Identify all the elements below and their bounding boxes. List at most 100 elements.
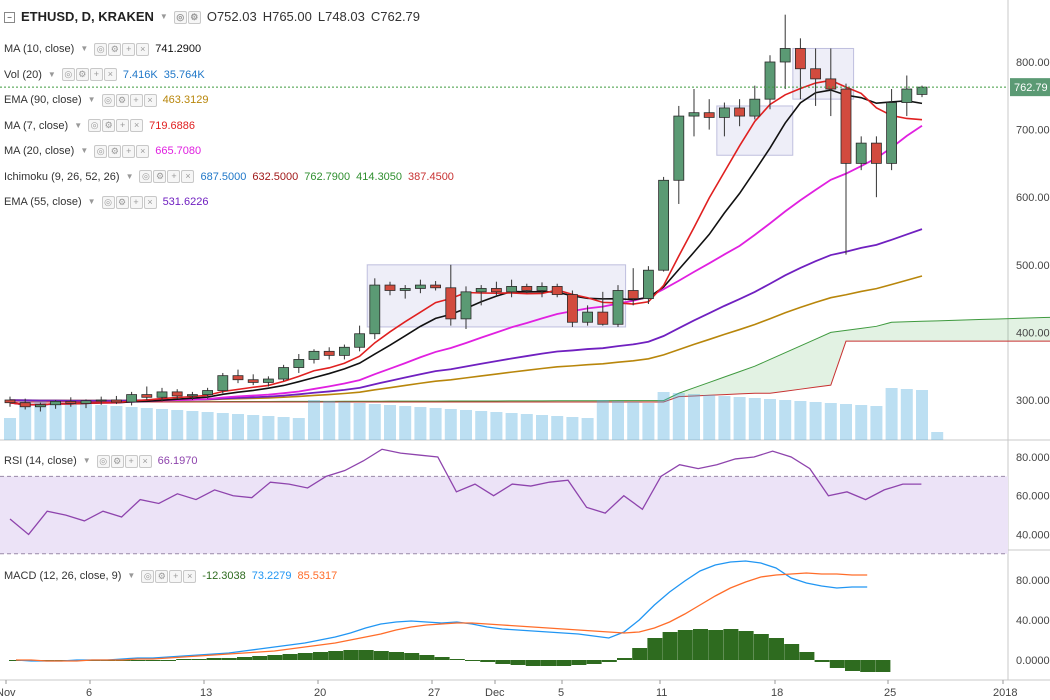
- candle: [536, 286, 548, 291]
- chevron-down-icon[interactable]: ▼: [82, 456, 91, 465]
- indicator-name: MA (20, close): [4, 145, 75, 157]
- price-tick-label: 700.00: [1016, 125, 1050, 137]
- candle: [475, 288, 487, 293]
- indicator-controls[interactable]: ◎ ⚙ + ×: [139, 170, 195, 183]
- macd-hist-bar: [267, 655, 283, 660]
- candle: [80, 400, 92, 404]
- volume-bar: [201, 412, 214, 440]
- macd-hist-bar: [282, 654, 298, 660]
- candle: [612, 290, 624, 325]
- macd-hist-bar: [297, 653, 313, 660]
- rsi-controls[interactable]: ◎ ⚙ + ×: [96, 454, 152, 468]
- candle: [734, 107, 745, 117]
- chevron-down-icon[interactable]: ▼: [47, 69, 56, 79]
- candle: [460, 291, 472, 320]
- volume-bar: [110, 406, 123, 440]
- indicator-value: 719.6886: [149, 119, 195, 132]
- last-price-badge: [1010, 78, 1050, 97]
- macd-hist-bar: [161, 660, 176, 661]
- indicator-legend: MA (7, close) ▼ ◎ ⚙ + × 719.6886: [4, 119, 195, 133]
- candle: [323, 350, 335, 356]
- time-tick-label: 2018: [993, 687, 1017, 699]
- candle: [582, 311, 593, 323]
- macd-hist-bar: [784, 644, 800, 660]
- volume-bar: [642, 403, 655, 440]
- indicator-controls[interactable]: ◎ ⚙ + ×: [88, 119, 144, 132]
- volume-bar: [399, 406, 412, 440]
- macd-legend: MACD (12, 26, close, 9) ▼ ◎ ⚙ + × -12.3038 …: [4, 569, 337, 583]
- macd-hist-bar: [449, 659, 465, 660]
- candle: [855, 142, 867, 164]
- candle: [399, 288, 411, 291]
- chevron-down-icon[interactable]: ▼: [80, 146, 89, 155]
- chevron-down-icon[interactable]: ▼: [74, 120, 83, 130]
- indicator-controls[interactable]: ◎ ⚙ + ×: [101, 195, 157, 209]
- volume-bar: [672, 393, 685, 440]
- macd-hist-bar: [601, 660, 617, 662]
- volume-bar: [505, 413, 518, 440]
- volume-bar: [277, 417, 290, 440]
- candle: [871, 142, 882, 164]
- macd-hist-bar: [541, 660, 556, 666]
- volume-bar: [156, 409, 168, 440]
- chevron-down-icon[interactable]: ▼: [127, 571, 136, 580]
- candle: [840, 88, 852, 164]
- volume-bar: [80, 404, 92, 440]
- macd-signal-value: 85.5317: [297, 570, 338, 582]
- volume-bar: [612, 401, 624, 440]
- rsi-tick-label: 60.0000: [1016, 491, 1050, 503]
- candle: [262, 378, 274, 383]
- volume-bar: [809, 402, 822, 440]
- volume-bar: [490, 412, 503, 440]
- candle: [19, 402, 31, 408]
- ohlc-low: L748.03: [317, 9, 365, 24]
- volume-bar: [551, 416, 564, 440]
- volume-bar: [855, 405, 868, 440]
- macd-hist-bar: [130, 660, 146, 661]
- macd-hist-bar: [647, 638, 663, 660]
- candle: [4, 399, 16, 404]
- candle: [567, 294, 578, 323]
- indicator-controls[interactable]: ◎ ⚙ + ×: [94, 144, 150, 158]
- rsi-band: [0, 476, 1008, 554]
- candle: [749, 98, 761, 117]
- chevron-down-icon[interactable]: ▼: [159, 12, 168, 21]
- indicator-name: Ichimoku (9, 26, 52, 26): [4, 170, 120, 183]
- time-tick-label: 20: [314, 687, 326, 699]
- volume-bar: [186, 411, 199, 440]
- candle: [627, 290, 639, 299]
- volume-bar: [368, 404, 381, 440]
- series-controls[interactable]: ◎ ⚙: [173, 10, 201, 24]
- indicator-value: 687.5000: [200, 170, 247, 183]
- time-tick-label: 27: [428, 687, 440, 699]
- volume-bar: [748, 398, 761, 440]
- macd-hist-bar: [191, 659, 207, 660]
- volume-bar: [566, 417, 579, 440]
- volume-bar: [627, 402, 640, 440]
- indicator-controls[interactable]: ◎ ⚙ + ×: [94, 42, 150, 56]
- volume-bar: [247, 415, 260, 440]
- chevron-down-icon[interactable]: ▼: [125, 171, 134, 181]
- candle: [186, 394, 198, 397]
- candle: [35, 404, 46, 408]
- candle: [673, 115, 685, 181]
- macd-controls[interactable]: ◎ ⚙ + ×: [141, 569, 197, 583]
- candle: [126, 394, 137, 403]
- chevron-down-icon[interactable]: ▼: [80, 44, 89, 53]
- indicator-name: MA (10, close): [4, 43, 75, 55]
- chevron-down-icon[interactable]: ▼: [87, 95, 96, 104]
- macd-hist-bar: [343, 650, 359, 660]
- rsi-legend: RSI (14, close) ▼ ◎ ⚙ + × 66.1970: [4, 454, 197, 468]
- chevron-down-icon[interactable]: ▼: [87, 197, 96, 206]
- candle: [354, 333, 366, 348]
- volume-bar: [581, 418, 594, 440]
- indicator-value: 387.4500: [408, 170, 454, 183]
- indicator-controls[interactable]: ◎ ⚙ + ×: [101, 93, 157, 107]
- macd-hist-bar: [480, 660, 496, 662]
- collapse-icon[interactable]: −: [4, 11, 15, 23]
- candle: [643, 269, 654, 299]
- indicator-controls[interactable]: ◎ ⚙ + ×: [61, 68, 117, 81]
- ichimoku-span-b: [10, 340, 1050, 403]
- candle: [779, 48, 791, 63]
